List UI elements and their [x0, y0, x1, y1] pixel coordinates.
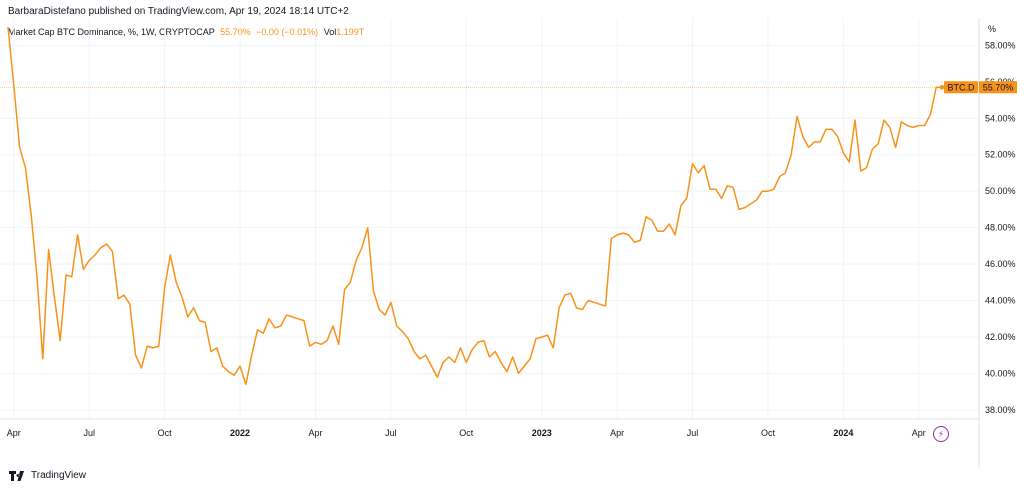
- y-tick-label: 38.00%: [985, 405, 1016, 415]
- price-tag-symbol: BTC.D: [948, 82, 976, 92]
- volume-value: 1.199T: [336, 27, 365, 37]
- tradingview-logo-icon: [9, 470, 24, 481]
- symbol-description[interactable]: Market Cap BTC Dominance, %, 1W, CRYPTOC…: [8, 27, 215, 37]
- x-tick-label: Apr: [610, 428, 624, 438]
- price-tag-value: 55.70%: [983, 82, 1014, 92]
- price-chart[interactable]: 58.00%56.00%54.00%52.00%50.00%48.00%46.0…: [0, 18, 1024, 468]
- y-tick-label: 52.00%: [985, 150, 1016, 160]
- x-tick-label: Apr: [7, 428, 21, 438]
- x-tick-label: Oct: [158, 428, 173, 438]
- grid-lines: [0, 18, 979, 419]
- price-tag-symbol-bg: [944, 81, 978, 94]
- y-tick-label: 48.00%: [985, 223, 1016, 233]
- y-tick-label: 44.00%: [985, 296, 1016, 306]
- price-tag-value-bg: [979, 81, 1017, 94]
- lightning-icon[interactable]: ⚡: [933, 426, 949, 442]
- x-tick-label: Jul: [385, 428, 397, 438]
- y-tick-label: 50.00%: [985, 186, 1016, 196]
- last-value: 55.70%: [220, 27, 251, 37]
- x-tick-label: 2024: [833, 428, 853, 438]
- brand-name: TradingView: [31, 470, 87, 481]
- x-tick-label: Jul: [83, 428, 95, 438]
- btc-dominance-line[interactable]: [7, 27, 942, 386]
- last-price-dot: [939, 84, 945, 90]
- chart-area[interactable]: 58.00%56.00%54.00%52.00%50.00%48.00%46.0…: [0, 18, 1024, 468]
- price-tag: BTC.D 55.70%: [944, 81, 1017, 94]
- y-tick-label: 54.00%: [985, 113, 1016, 123]
- x-tick-label: Oct: [761, 428, 776, 438]
- x-tick-label: 2023: [532, 428, 552, 438]
- volume-label: Vol: [323, 27, 337, 37]
- x-tick-label: Apr: [912, 428, 926, 438]
- x-tick-label: Apr: [308, 428, 322, 438]
- price-axis-unit[interactable]: %: [988, 24, 996, 34]
- y-tick-label: 40.00%: [985, 368, 1016, 378]
- x-tick-label: 2022: [230, 428, 250, 438]
- y-tick-label: 46.00%: [985, 259, 1016, 269]
- x-tick-label: Oct: [459, 428, 474, 438]
- chart-legend: Market Cap BTC Dominance, %, 1W, CRYPTOC…: [8, 27, 364, 37]
- y-tick-label: 58.00%: [985, 40, 1016, 50]
- change-value: −0.00 (−0.01%): [256, 27, 319, 37]
- price-axis[interactable]: 58.00%56.00%54.00%52.00%50.00%48.00%46.0…: [985, 40, 1016, 415]
- publisher-line: BarbaraDistefano published on TradingVie…: [8, 6, 349, 17]
- footer-branding: TradingView: [8, 470, 86, 481]
- time-axis[interactable]: Apr Jul Oct 2022 Apr Jul Oct 2023 Apr Jul Oct 2024 A…: [7, 428, 926, 438]
- x-tick-label: Jul: [687, 428, 699, 438]
- y-tick-label: 42.00%: [985, 332, 1016, 342]
